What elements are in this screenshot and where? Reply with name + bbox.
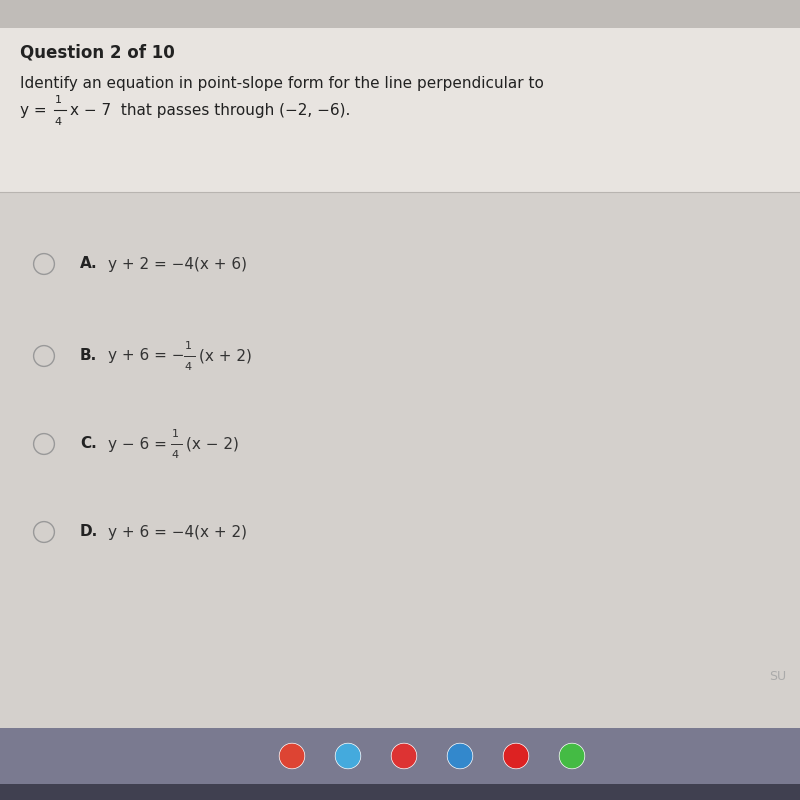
Text: A.: A.: [80, 257, 98, 271]
Circle shape: [391, 743, 417, 769]
Text: B.: B.: [80, 349, 98, 363]
Text: y =: y =: [20, 103, 51, 118]
Text: C.: C.: [80, 437, 97, 451]
Text: SU: SU: [770, 670, 786, 682]
Circle shape: [279, 743, 305, 769]
Text: D.: D.: [80, 525, 98, 539]
Text: Question 2 of 10: Question 2 of 10: [20, 44, 174, 62]
Text: 1: 1: [185, 341, 191, 350]
Text: y + 6 = −: y + 6 = −: [108, 349, 185, 363]
FancyBboxPatch shape: [0, 28, 800, 192]
FancyBboxPatch shape: [0, 0, 800, 28]
Text: 1: 1: [172, 429, 178, 438]
Circle shape: [447, 743, 473, 769]
Text: 1: 1: [54, 95, 62, 105]
Text: 4: 4: [185, 362, 192, 372]
Text: 4: 4: [54, 117, 62, 126]
Text: x − 7  that passes through (−2, −6).: x − 7 that passes through (−2, −6).: [70, 103, 350, 118]
Circle shape: [503, 743, 529, 769]
Circle shape: [559, 743, 585, 769]
Text: (x − 2): (x − 2): [186, 437, 239, 451]
Circle shape: [335, 743, 361, 769]
Text: 4: 4: [172, 450, 179, 460]
Text: y + 6 = −4(x + 2): y + 6 = −4(x + 2): [108, 525, 247, 539]
Text: Identify an equation in point-slope form for the line perpendicular to: Identify an equation in point-slope form…: [20, 76, 544, 91]
FancyBboxPatch shape: [0, 728, 800, 800]
Text: y − 6 =: y − 6 =: [108, 437, 172, 451]
FancyBboxPatch shape: [0, 784, 800, 800]
Text: y + 2 = −4(x + 6): y + 2 = −4(x + 6): [108, 257, 247, 271]
FancyBboxPatch shape: [0, 192, 800, 728]
Text: (x + 2): (x + 2): [199, 349, 252, 363]
